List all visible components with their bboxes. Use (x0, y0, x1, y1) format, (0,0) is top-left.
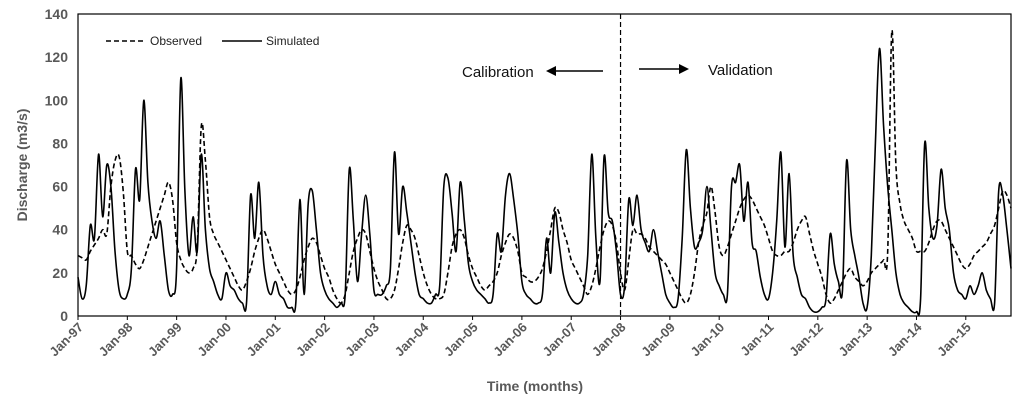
simulated-series-line (77, 47, 1012, 316)
x-tick-label: Jan-02 (293, 320, 333, 360)
calibration-label: Calibration (462, 64, 534, 81)
y-axis-ticks: 0 20 40 60 80 100 120 140 (45, 6, 69, 324)
legend-simulated-label: Simulated (266, 34, 319, 48)
x-tick-label: Jan-09 (638, 320, 678, 360)
y-tick-label: 20 (52, 265, 68, 281)
y-tick-label: 100 (45, 92, 69, 108)
x-tick-label: Jan-15 (934, 320, 974, 360)
x-tick-label: Jan-98 (96, 320, 136, 360)
y-tick-label: 140 (45, 6, 69, 22)
x-tick-label: Jan-04 (392, 319, 432, 359)
y-tick-label: 120 (45, 49, 69, 65)
x-tick-label: Jan-06 (490, 320, 530, 360)
y-tick-label: 0 (60, 308, 68, 324)
y-axis-title: Discharge (m3/s) (14, 109, 30, 222)
y-tick-label: 60 (52, 179, 68, 195)
x-tick-label: Jan-03 (342, 320, 382, 360)
x-tick-label: Jan-01 (244, 320, 284, 360)
validation-label: Validation (708, 62, 773, 79)
legend-observed-label: Observed (150, 34, 202, 48)
x-axis-ticks: Jan-97 Jan-98 Jan-99 Jan-00 Jan-01 Jan-02 Jan-… (46, 316, 974, 359)
calibration-arrowhead (546, 66, 556, 76)
x-tick-label: Jan-14 (885, 319, 925, 359)
x-tick-label: Jan-10 (688, 320, 728, 360)
x-tick-label: Jan-08 (589, 320, 629, 360)
legend: Observed Simulated (106, 34, 319, 48)
plot-area-border (77, 13, 1012, 317)
x-axis-title: Time (months) (487, 378, 583, 394)
x-tick-label: Jan-00 (194, 320, 234, 360)
x-tick-label: Jan-07 (540, 320, 580, 360)
x-tick-label: Jan-13 (836, 320, 876, 360)
y-tick-label: 40 (52, 222, 68, 238)
y-tick-label: 80 (52, 135, 68, 151)
x-tick-label: Jan-97 (46, 320, 86, 360)
x-tick-label: Jan-11 (737, 320, 776, 359)
validation-arrowhead (679, 64, 689, 74)
x-tick-label: Jan-12 (786, 320, 826, 360)
x-tick-label: Jan-99 (145, 320, 185, 360)
x-tick-label: Jan-05 (441, 320, 481, 360)
